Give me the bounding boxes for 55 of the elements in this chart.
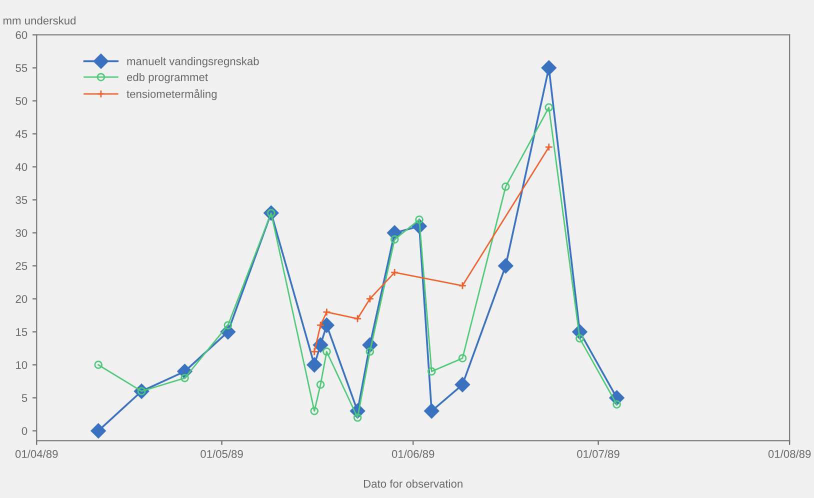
point [310, 347, 319, 356]
point [458, 354, 467, 362]
point [312, 337, 328, 353]
point [353, 314, 362, 323]
point [366, 294, 374, 304]
y-tick-label: 15 [16, 328, 28, 336]
y-tick-label: 30 [16, 229, 28, 237]
point [415, 215, 424, 224]
y-tick-label: 20 [16, 295, 28, 303]
y-tick-label: 35 [16, 196, 28, 204]
point [322, 347, 331, 356]
x-tick-label: 01/06/89 [392, 450, 434, 458]
legend-label: tensiometermåling [126, 88, 217, 100]
legend-label: edb programmet [126, 72, 208, 84]
point [319, 318, 334, 333]
point [390, 268, 399, 277]
x-tick-label: 01/07/89 [577, 450, 620, 458]
point [316, 380, 325, 389]
point [541, 60, 556, 76]
x-axis-title: Dato for observation [364, 480, 462, 488]
point [94, 360, 103, 370]
y-tick-label: 45 [16, 130, 28, 138]
y-tick-label: 10 [16, 361, 28, 369]
point [544, 103, 554, 112]
point [498, 258, 514, 274]
point [612, 400, 621, 409]
y-tick-label: 60 [16, 31, 28, 39]
point [454, 377, 470, 392]
point [353, 413, 362, 422]
point [424, 403, 440, 419]
legend-label: manuelt vandingsregnskab [127, 57, 259, 68]
y-tick-label: 25 [16, 262, 28, 270]
point [544, 142, 554, 152]
x-tick-label: 01/05/89 [200, 450, 243, 458]
point [458, 281, 467, 290]
point [390, 235, 399, 244]
y-axis-title: mm underskud [3, 16, 76, 25]
x-tick-label: 01/04/89 [15, 450, 58, 458]
point [310, 406, 319, 416]
y-tick-label: 50 [16, 97, 28, 105]
y-tick-label: 5 [22, 394, 28, 402]
point [224, 321, 232, 330]
y-tick-label: 55 [16, 64, 28, 72]
point [366, 347, 374, 356]
point [316, 321, 325, 330]
point [90, 423, 106, 438]
point [427, 367, 436, 376]
x-tick-label: 01/08/89 [768, 450, 811, 458]
y-tick-label: 40 [16, 163, 28, 171]
point [576, 334, 584, 343]
y-tick-label: 0 [22, 427, 28, 435]
point [502, 182, 510, 191]
point [322, 308, 331, 316]
point [180, 374, 189, 382]
point [306, 357, 322, 372]
